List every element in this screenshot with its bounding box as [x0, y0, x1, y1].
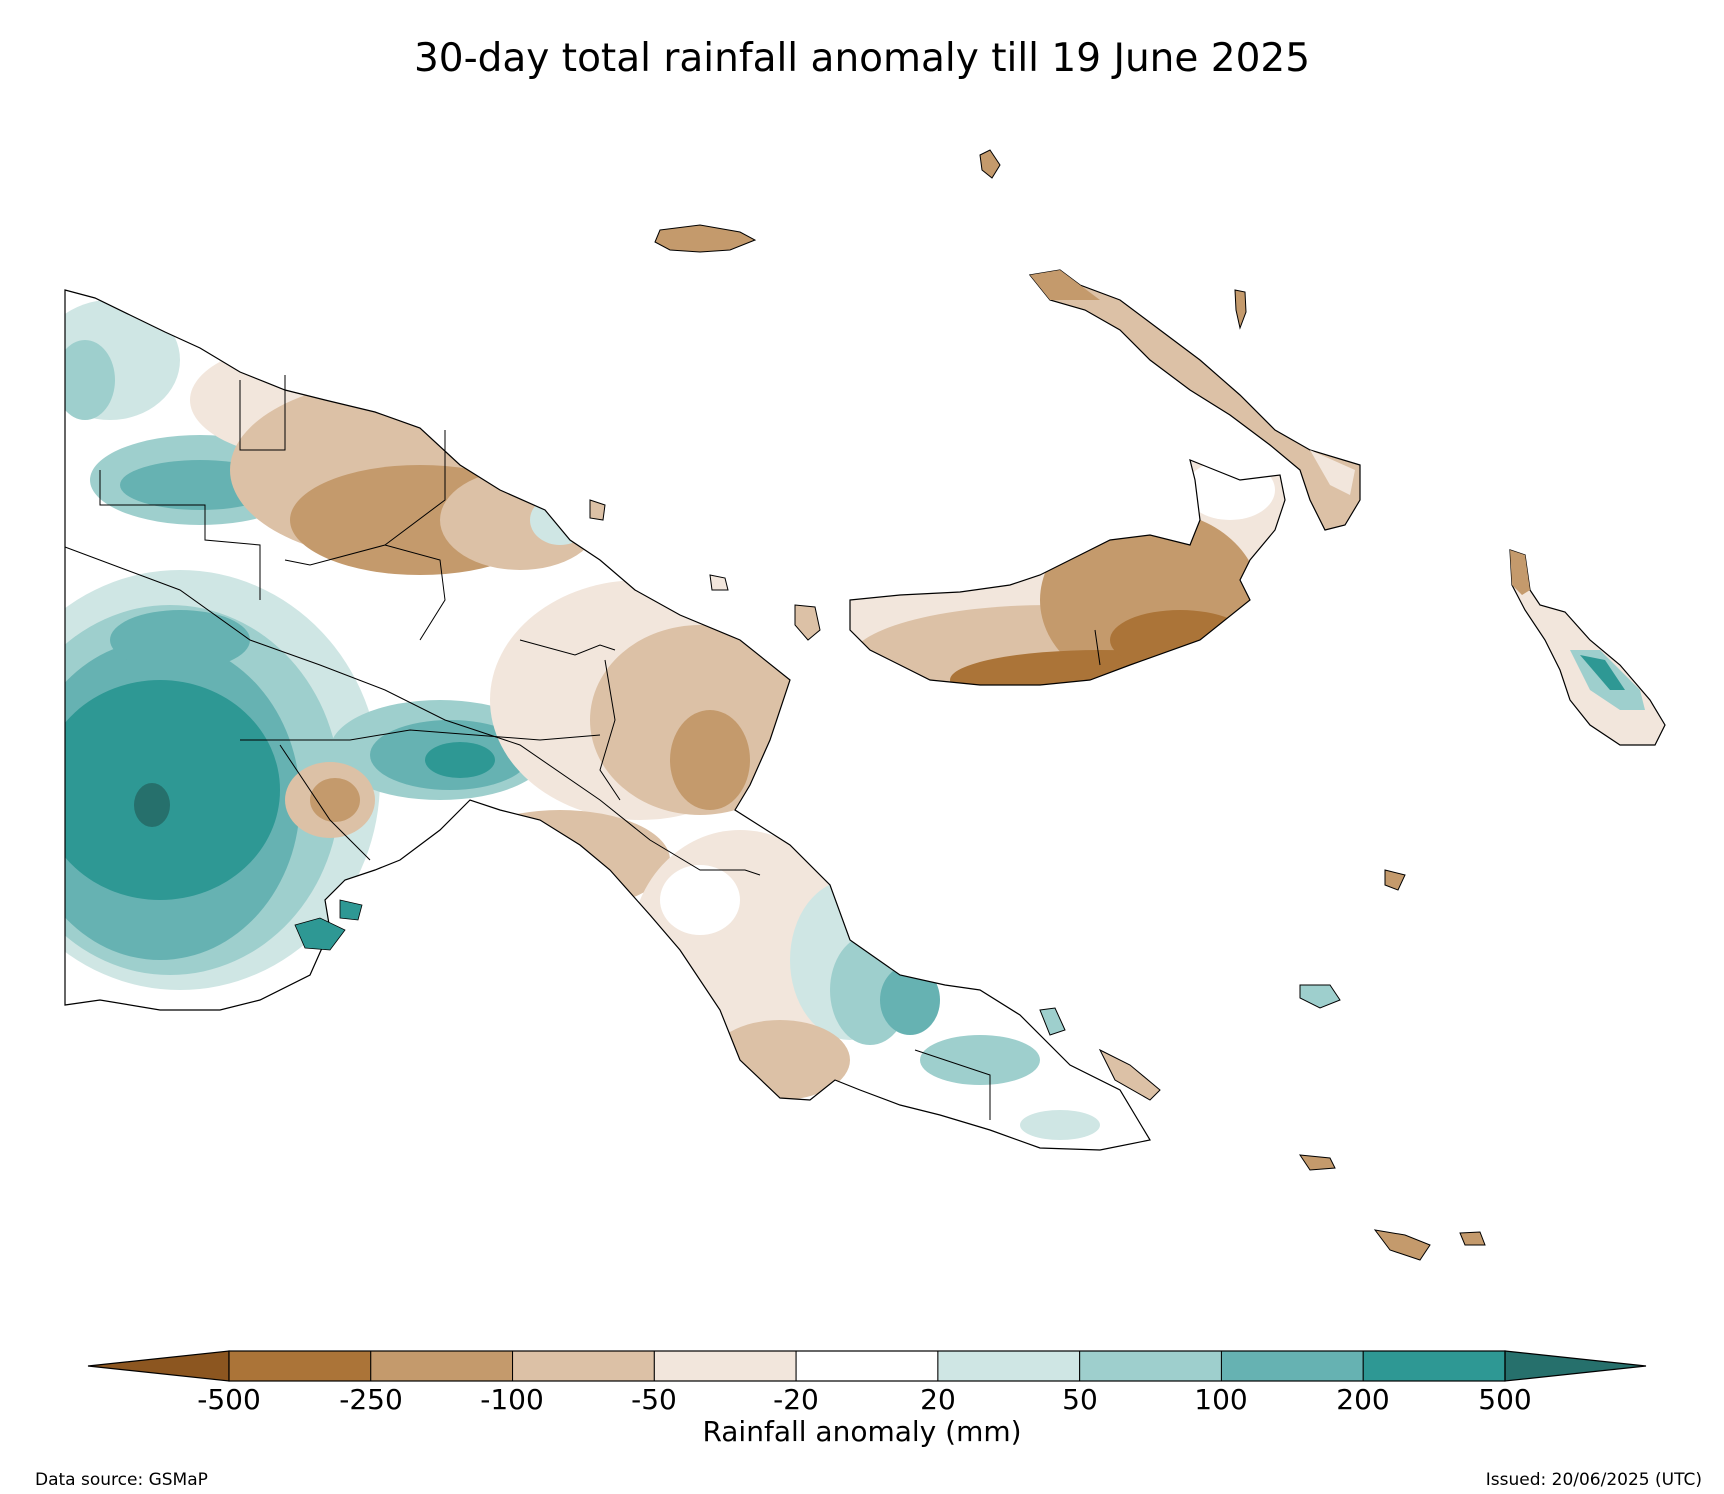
tick-label: -50 — [631, 1383, 677, 1416]
tick-label: -100 — [480, 1383, 544, 1416]
new-britain-island — [849, 459, 1286, 686]
tick-label: -500 — [197, 1383, 261, 1416]
tick-label: -20 — [773, 1383, 819, 1416]
tick-label: 200 — [1336, 1383, 1390, 1416]
bougainville-island — [1509, 549, 1666, 746]
colorbar-extend-low — [87, 1350, 230, 1382]
colorbar-bin — [370, 1350, 514, 1382]
manus-island — [654, 224, 757, 253]
mainland-png — [64, 289, 1151, 1151]
tick-label: 20 — [920, 1383, 956, 1416]
colorbar — [87, 1350, 1647, 1382]
colorbar-bin — [1079, 1350, 1222, 1382]
colorbar-extend-high — [1504, 1350, 1647, 1382]
data-source-note: Data source: GSMaP — [35, 1470, 208, 1490]
tick-label: 100 — [1194, 1383, 1248, 1416]
tick-label: 500 — [1478, 1383, 1532, 1416]
colorbar-bin — [512, 1350, 655, 1382]
tick-label: -250 — [339, 1383, 403, 1416]
tick-label: 50 — [1062, 1383, 1098, 1416]
colorbar-bin — [1362, 1350, 1506, 1382]
small-islands — [589, 149, 1486, 1261]
colorbar-bin — [795, 1350, 939, 1382]
map-title: 30-day total rainfall anomaly till 19 Ju… — [413, 36, 1311, 81]
new-ireland-island — [1028, 269, 1361, 531]
colorbar-bin — [1220, 1350, 1364, 1382]
issued-date-note: Issued: 20/06/2025 (UTC) — [1485, 1470, 1702, 1490]
colorbar-bin — [937, 1350, 1081, 1382]
colorbar-bin — [228, 1350, 372, 1382]
colorbar-bin — [653, 1350, 797, 1382]
colorbar-label: Rainfall anomaly (mm) — [702, 1415, 1022, 1448]
